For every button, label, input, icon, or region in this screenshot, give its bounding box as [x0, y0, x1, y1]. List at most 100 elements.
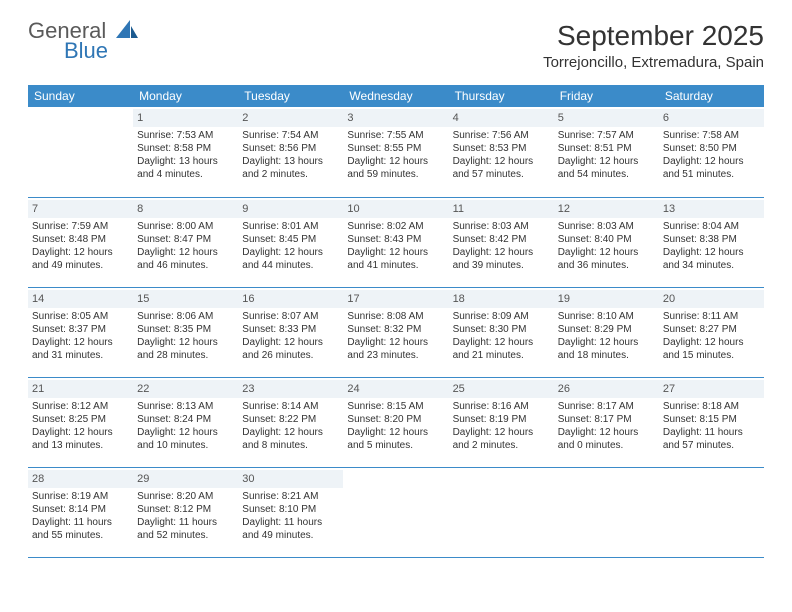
sunrise-line: Sunrise: 7:55 AM: [347, 129, 444, 142]
calendar-cell: 24Sunrise: 8:15 AMSunset: 8:20 PMDayligh…: [343, 377, 448, 467]
daylight-line: Daylight: 12 hours and 13 minutes.: [32, 426, 129, 452]
sunrise-line: Sunrise: 7:56 AM: [453, 129, 550, 142]
title-block: September 2025 Torrejoncillo, Extremadur…: [543, 20, 764, 71]
calendar-cell: 18Sunrise: 8:09 AMSunset: 8:30 PMDayligh…: [449, 287, 554, 377]
sunrise-line: Sunrise: 8:17 AM: [558, 400, 655, 413]
sunset-line: Sunset: 8:22 PM: [242, 413, 339, 426]
day-number: 23: [238, 380, 343, 398]
sunrise-line: Sunrise: 8:08 AM: [347, 310, 444, 323]
daylight-line: Daylight: 12 hours and 31 minutes.: [32, 336, 129, 362]
day-number: 16: [238, 290, 343, 308]
sunrise-line: Sunrise: 8:11 AM: [663, 310, 760, 323]
calendar-cell: 23Sunrise: 8:14 AMSunset: 8:22 PMDayligh…: [238, 377, 343, 467]
sunset-line: Sunset: 8:48 PM: [32, 233, 129, 246]
day-number: 28: [28, 470, 133, 488]
day-number: 3: [343, 109, 448, 127]
day-number: 1: [133, 109, 238, 127]
calendar-cell: 13Sunrise: 8:04 AMSunset: 8:38 PMDayligh…: [659, 197, 764, 287]
calendar-cell: 22Sunrise: 8:13 AMSunset: 8:24 PMDayligh…: [133, 377, 238, 467]
day-number: 13: [659, 200, 764, 218]
sunrise-line: Sunrise: 8:21 AM: [242, 490, 339, 503]
calendar-head: SundayMondayTuesdayWednesdayThursdayFrid…: [28, 85, 764, 107]
calendar-table: SundayMondayTuesdayWednesdayThursdayFrid…: [28, 85, 764, 558]
calendar-cell: 14Sunrise: 8:05 AMSunset: 8:37 PMDayligh…: [28, 287, 133, 377]
sunset-line: Sunset: 8:45 PM: [242, 233, 339, 246]
sunrise-line: Sunrise: 7:58 AM: [663, 129, 760, 142]
sunrise-line: Sunrise: 8:18 AM: [663, 400, 760, 413]
day-number: 27: [659, 380, 764, 398]
calendar-cell: 15Sunrise: 8:06 AMSunset: 8:35 PMDayligh…: [133, 287, 238, 377]
daylight-line: Daylight: 12 hours and 15 minutes.: [663, 336, 760, 362]
daylight-line: Daylight: 11 hours and 52 minutes.: [137, 516, 234, 542]
sunrise-line: Sunrise: 8:04 AM: [663, 220, 760, 233]
calendar-cell: [449, 467, 554, 557]
day-number: 25: [449, 380, 554, 398]
daylight-line: Daylight: 12 hours and 36 minutes.: [558, 246, 655, 272]
daylight-line: Daylight: 12 hours and 39 minutes.: [453, 246, 550, 272]
sunrise-line: Sunrise: 8:16 AM: [453, 400, 550, 413]
sunset-line: Sunset: 8:29 PM: [558, 323, 655, 336]
calendar-cell: 2Sunrise: 7:54 AMSunset: 8:56 PMDaylight…: [238, 107, 343, 197]
calendar-cell: 16Sunrise: 8:07 AMSunset: 8:33 PMDayligh…: [238, 287, 343, 377]
calendar-cell: [343, 467, 448, 557]
daylight-line: Daylight: 12 hours and 41 minutes.: [347, 246, 444, 272]
daylight-line: Daylight: 12 hours and 51 minutes.: [663, 155, 760, 181]
day-number: 18: [449, 290, 554, 308]
day-number: 5: [554, 109, 659, 127]
calendar-cell: 1Sunrise: 7:53 AMSunset: 8:58 PMDaylight…: [133, 107, 238, 197]
daylight-line: Daylight: 12 hours and 28 minutes.: [137, 336, 234, 362]
sunrise-line: Sunrise: 8:19 AM: [32, 490, 129, 503]
daylight-line: Daylight: 12 hours and 21 minutes.: [453, 336, 550, 362]
sunset-line: Sunset: 8:58 PM: [137, 142, 234, 155]
sunset-line: Sunset: 8:15 PM: [663, 413, 760, 426]
sunset-line: Sunset: 8:33 PM: [242, 323, 339, 336]
day-number: 21: [28, 380, 133, 398]
daylight-line: Daylight: 12 hours and 49 minutes.: [32, 246, 129, 272]
day-header: Saturday: [659, 85, 764, 107]
sunrise-line: Sunrise: 8:09 AM: [453, 310, 550, 323]
day-number: 22: [133, 380, 238, 398]
day-number: 9: [238, 200, 343, 218]
sunrise-line: Sunrise: 7:53 AM: [137, 129, 234, 142]
logo-word2: Blue: [64, 40, 138, 62]
sunset-line: Sunset: 8:50 PM: [663, 142, 760, 155]
sunrise-line: Sunrise: 8:00 AM: [137, 220, 234, 233]
day-number: 20: [659, 290, 764, 308]
sunrise-line: Sunrise: 8:07 AM: [242, 310, 339, 323]
daylight-line: Daylight: 12 hours and 8 minutes.: [242, 426, 339, 452]
sunrise-line: Sunrise: 8:13 AM: [137, 400, 234, 413]
day-header: Sunday: [28, 85, 133, 107]
sunrise-line: Sunrise: 8:15 AM: [347, 400, 444, 413]
calendar-cell: 26Sunrise: 8:17 AMSunset: 8:17 PMDayligh…: [554, 377, 659, 467]
calendar-cell: 21Sunrise: 8:12 AMSunset: 8:25 PMDayligh…: [28, 377, 133, 467]
sunset-line: Sunset: 8:53 PM: [453, 142, 550, 155]
daylight-line: Daylight: 11 hours and 49 minutes.: [242, 516, 339, 542]
sunset-line: Sunset: 8:12 PM: [137, 503, 234, 516]
header: General Blue September 2025 Torrejoncill…: [28, 20, 764, 71]
day-header: Monday: [133, 85, 238, 107]
daylight-line: Daylight: 12 hours and 5 minutes.: [347, 426, 444, 452]
sunrise-line: Sunrise: 7:57 AM: [558, 129, 655, 142]
month-title: September 2025: [543, 20, 764, 52]
day-header: Thursday: [449, 85, 554, 107]
sunset-line: Sunset: 8:55 PM: [347, 142, 444, 155]
calendar-cell: 17Sunrise: 8:08 AMSunset: 8:32 PMDayligh…: [343, 287, 448, 377]
daylight-line: Daylight: 12 hours and 18 minutes.: [558, 336, 655, 362]
calendar-cell: 28Sunrise: 8:19 AMSunset: 8:14 PMDayligh…: [28, 467, 133, 557]
sunset-line: Sunset: 8:32 PM: [347, 323, 444, 336]
sunrise-line: Sunrise: 8:03 AM: [453, 220, 550, 233]
daylight-line: Daylight: 12 hours and 0 minutes.: [558, 426, 655, 452]
calendar-cell: 11Sunrise: 8:03 AMSunset: 8:42 PMDayligh…: [449, 197, 554, 287]
sunset-line: Sunset: 8:20 PM: [347, 413, 444, 426]
sunrise-line: Sunrise: 8:02 AM: [347, 220, 444, 233]
daylight-line: Daylight: 12 hours and 34 minutes.: [663, 246, 760, 272]
day-number: 19: [554, 290, 659, 308]
sunrise-line: Sunrise: 7:54 AM: [242, 129, 339, 142]
daylight-line: Daylight: 11 hours and 57 minutes.: [663, 426, 760, 452]
sunrise-line: Sunrise: 8:12 AM: [32, 400, 129, 413]
day-number: 8: [133, 200, 238, 218]
sunset-line: Sunset: 8:14 PM: [32, 503, 129, 516]
day-number: 11: [449, 200, 554, 218]
sunrise-line: Sunrise: 8:03 AM: [558, 220, 655, 233]
daylight-line: Daylight: 12 hours and 59 minutes.: [347, 155, 444, 181]
